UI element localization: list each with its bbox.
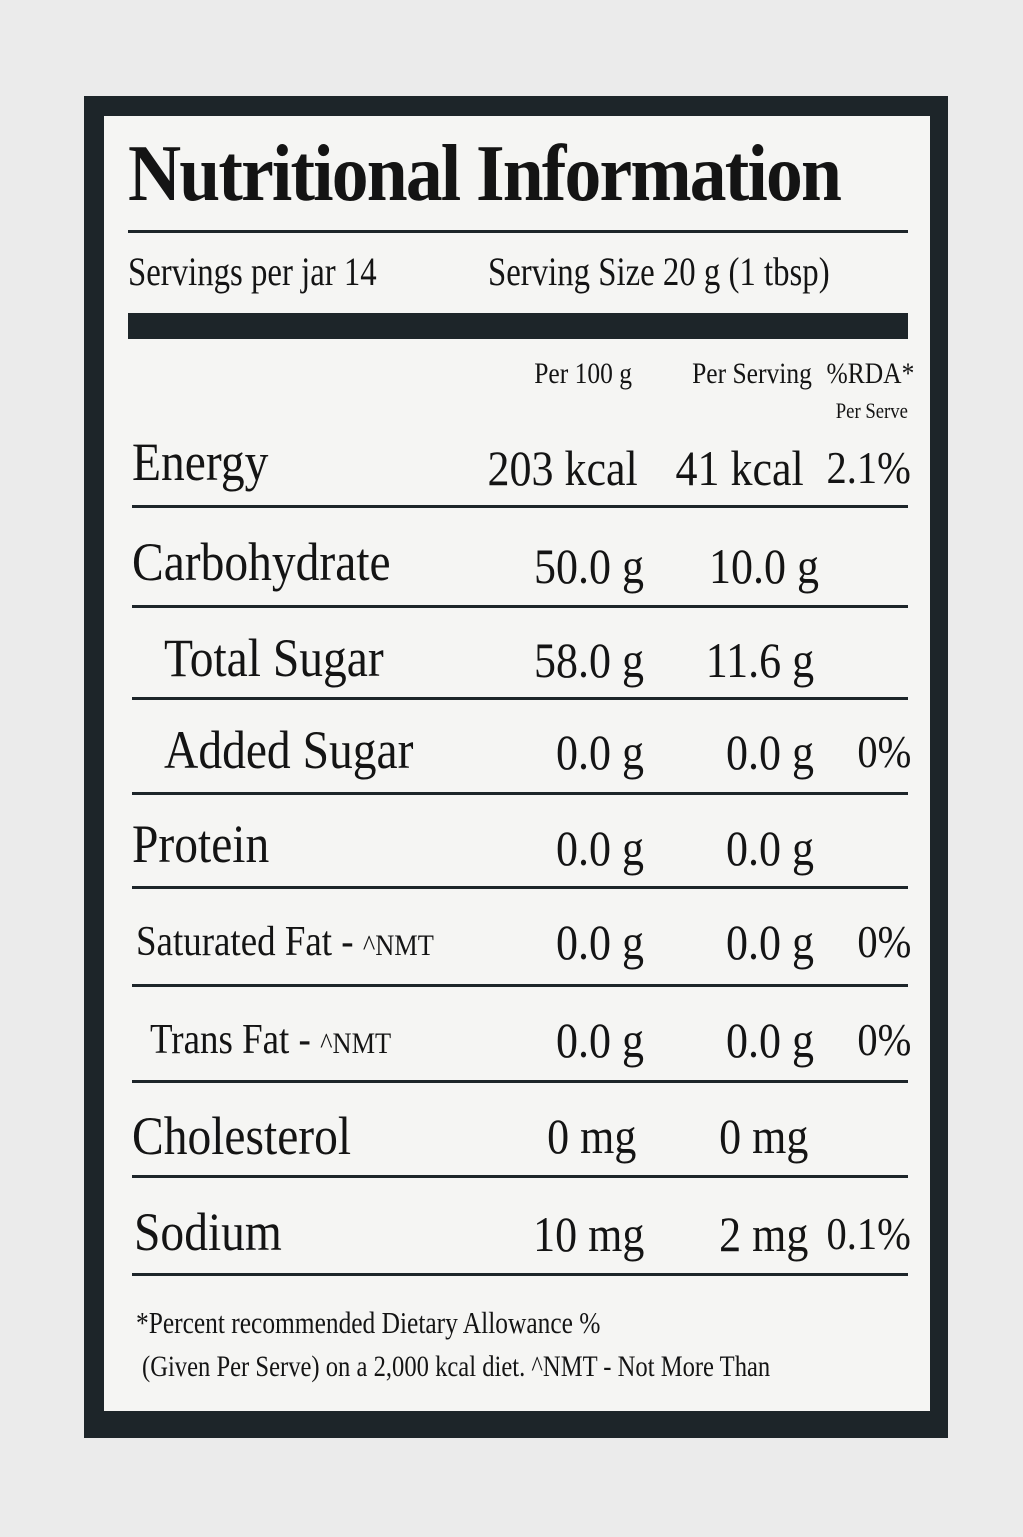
servings-per-jar: Servings per jar 14 xyxy=(128,249,377,294)
column-per-serving: Per Serving xyxy=(692,357,812,390)
added-sugar-rda: 0% xyxy=(857,726,911,777)
saturated-fat-label: Saturated Fat - xyxy=(136,919,363,965)
nutrient-sodium: Sodium xyxy=(134,1202,282,1262)
cholesterol-per-100g: 0 mg xyxy=(546,1108,636,1164)
added-sugar-per-serving: 0.0 g xyxy=(726,724,814,780)
nutrient-saturated-fat: Saturated Fat - ^NMT xyxy=(136,916,434,972)
energy-per-serving: 41 kcal xyxy=(675,440,804,496)
cholesterol-per-serving: 0 mg xyxy=(718,1108,808,1164)
nutrient-added-sugar: Added Sugar xyxy=(164,720,414,780)
column-rda-subtitle: Per Serve xyxy=(835,398,908,423)
row-divider xyxy=(132,1273,908,1276)
trans-fat-per-100g: 0.0 g xyxy=(556,1012,644,1068)
sodium-per-100g: 10 mg xyxy=(532,1206,644,1262)
nutrient-protein: Protein xyxy=(132,814,270,874)
protein-per-serving: 0.0 g xyxy=(726,820,814,876)
row-divider xyxy=(132,505,908,508)
protein-per-100g: 0.0 g xyxy=(556,820,644,876)
label-title: Nutritional Information xyxy=(128,130,842,218)
trans-fat-per-serving: 0.0 g xyxy=(726,1012,814,1068)
nutrient-cholesterol: Cholesterol xyxy=(132,1106,352,1166)
row-divider xyxy=(132,605,908,608)
energy-per-100g: 203 kcal xyxy=(487,440,638,496)
trans-fat-label: Trans Fat - xyxy=(150,1017,321,1063)
title-rule xyxy=(128,230,908,233)
row-divider xyxy=(132,886,908,889)
energy-rda: 2.1% xyxy=(826,442,911,493)
sodium-per-serving: 2 mg xyxy=(718,1206,808,1262)
column-per-100g: Per 100 g xyxy=(534,357,632,390)
nutrient-trans-fat: Trans Fat - ^NMT xyxy=(150,1014,391,1070)
row-divider xyxy=(132,984,908,987)
row-divider xyxy=(132,1175,908,1178)
header-thick-rule xyxy=(128,313,908,339)
trans-fat-nmt-marker: ^NMT xyxy=(320,1027,392,1060)
total-sugar-per-serving: 11.6 g xyxy=(705,632,814,688)
row-divider xyxy=(132,792,908,795)
total-sugar-per-100g: 58.0 g xyxy=(534,632,644,688)
saturated-fat-nmt-marker: ^NMT xyxy=(362,929,434,962)
footnote-line-1: *Percent recommended Dietary Allowance % xyxy=(136,1305,601,1340)
nutrient-total-sugar: Total Sugar xyxy=(164,628,384,688)
added-sugar-per-100g: 0.0 g xyxy=(556,724,644,780)
column-rda: %RDA* xyxy=(826,357,914,390)
footnote-line-2: (Given Per Serve) on a 2,000 kcal diet. … xyxy=(142,1350,771,1383)
carbohydrate-per-serving: 10.0 g xyxy=(709,538,819,594)
saturated-fat-rda: 0% xyxy=(857,916,911,967)
carbohydrate-per-100g: 50.0 g xyxy=(534,538,644,594)
nutrient-energy: Energy xyxy=(132,432,269,492)
saturated-fat-per-100g: 0.0 g xyxy=(556,914,644,970)
saturated-fat-per-serving: 0.0 g xyxy=(726,914,814,970)
serving-size: Serving Size 20 g (1 tbsp) xyxy=(488,249,830,294)
row-divider xyxy=(132,1080,908,1083)
nutrient-carbohydrate: Carbohydrate xyxy=(132,532,391,592)
row-divider xyxy=(132,697,908,700)
trans-fat-rda: 0% xyxy=(857,1014,911,1065)
sodium-rda: 0.1% xyxy=(826,1208,911,1259)
